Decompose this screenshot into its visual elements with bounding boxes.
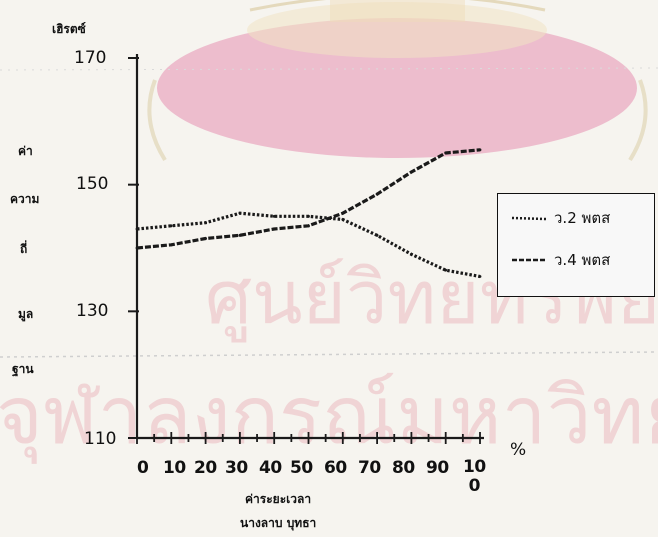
x-tick-label: 10 0 [463,457,486,496]
series-1-point [341,218,345,221]
legend-label-series-2: ว.4 พตส [554,251,611,269]
y-axis-label-line-5: ฐาน [12,362,34,376]
x-axis-percent-sign: % [510,440,527,460]
x-tick-label: 20 [194,458,217,478]
series-1-point [478,275,482,278]
series-2-point [410,170,413,174]
legend-entry-1: ว.2 พตส [510,208,610,228]
legend-swatch-series-2 [512,258,546,262]
scan-streak [0,351,658,358]
legend-entry-2: ว.4 พตส [510,250,610,270]
university-emblem-watermark [147,0,648,162]
series-2-point [135,246,139,250]
x-tick-label: 50 [290,458,313,478]
y-axis-label-line-3: ถี่ [20,242,28,256]
y-tick-label: 150 [76,174,109,194]
series-2-point [272,227,276,231]
y-unit-label: เฮิรตซ์ [52,22,86,36]
series-1-point [444,268,448,272]
series-2-point [444,151,448,155]
y-tick-label: 170 [74,48,107,68]
chart-legend: ว.2 พตส ว.4 พตส [497,193,655,297]
chart-axes [128,54,484,444]
series-line-1 [136,211,481,279]
watermark-text-line2: จุฬาลงกรณ์มหาวิทยาลัย [0,369,658,462]
scan-streak [0,67,658,71]
x-tick-label: 30 [225,458,248,478]
series-2-point [204,237,208,240]
chart-series [135,148,482,279]
x-tick-label: 70 [358,458,381,478]
x-tick-label: 40 [259,458,282,478]
series-1-point [307,214,310,218]
series-1-point [238,211,242,215]
series-1-point [169,224,173,228]
series-2-point [375,192,379,196]
x-tick-label: 10 [163,458,186,478]
series-2-point [169,243,173,247]
x-tick-label: 0 [137,458,149,478]
series-1-point [410,252,413,256]
series-1-point [135,227,139,231]
x-tick-label: 80 [392,458,415,478]
series-2-point [341,211,345,215]
y-axis-label-line-1: ค่า [18,144,33,158]
legend-label-series-1: ว.2 พตส [554,209,611,227]
x-tick-label: 60 [324,458,347,478]
series-2-point [307,224,310,228]
legend-swatch-series-1 [511,216,547,221]
x-axis-label-line-2: นางลาบ บุทธา [240,516,317,530]
x-axis-label-line-1: ค่าระยะเวลา [245,492,312,506]
series-line-2 [136,148,481,250]
y-tick-label: 130 [76,301,109,321]
y-axis-label-line-2: ความ [10,192,40,206]
x-tick-label: 90 [426,458,449,478]
series-1-point [204,221,208,225]
series-2-point [478,148,482,152]
y-axis-label-line-4: มูล [18,307,34,321]
series-2-point [238,233,242,237]
y-tick-label: 110 [84,429,117,449]
series-1-point [272,214,276,218]
series-1-point [375,233,379,237]
